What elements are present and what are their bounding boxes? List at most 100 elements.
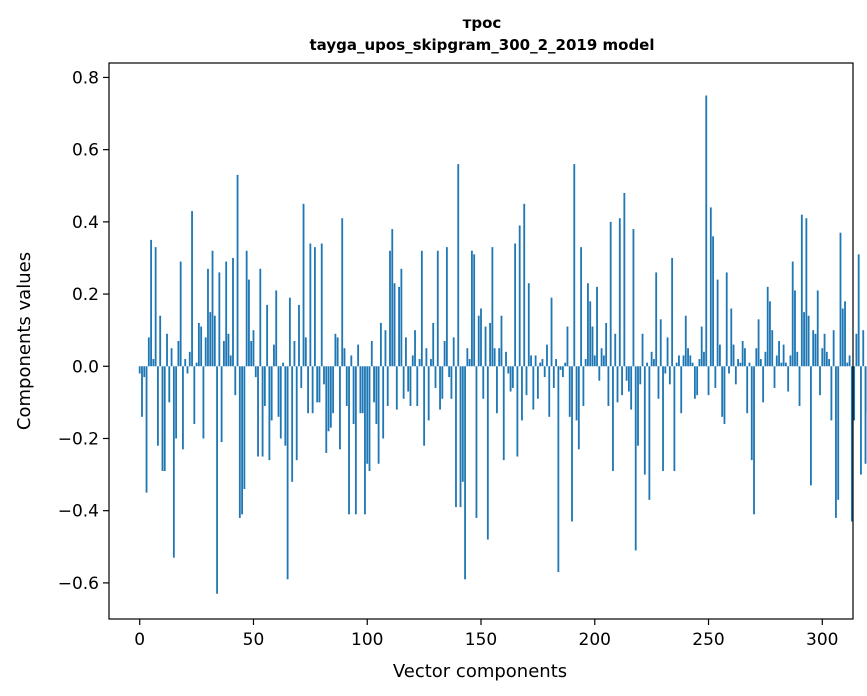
bar xyxy=(855,333,858,367)
bar xyxy=(263,366,266,406)
bar xyxy=(218,272,221,367)
bar xyxy=(220,366,223,443)
bar xyxy=(241,366,244,515)
bar xyxy=(384,330,387,367)
bar xyxy=(832,330,835,367)
bar xyxy=(516,366,519,457)
bar xyxy=(386,366,389,406)
x-tick-label: 300 xyxy=(806,630,838,650)
bar xyxy=(245,250,248,367)
bar xyxy=(138,366,141,374)
bar xyxy=(427,366,430,421)
bar xyxy=(739,362,742,367)
bar xyxy=(243,366,246,490)
bar xyxy=(279,366,282,439)
bar xyxy=(182,366,184,450)
bar xyxy=(639,366,642,385)
bar xyxy=(468,359,471,367)
bar xyxy=(837,366,840,500)
bar xyxy=(844,301,846,367)
bar xyxy=(186,366,189,374)
bar xyxy=(623,192,626,367)
bar xyxy=(637,366,639,446)
bar xyxy=(443,341,446,367)
bar xyxy=(846,362,849,367)
bar xyxy=(759,359,762,367)
bar xyxy=(343,348,346,367)
bar xyxy=(819,366,821,396)
bar xyxy=(398,286,400,367)
bar xyxy=(769,301,771,367)
bar xyxy=(434,366,437,388)
bar xyxy=(507,366,510,374)
bar xyxy=(523,203,526,367)
bar xyxy=(493,348,496,367)
bar xyxy=(459,366,462,508)
bar xyxy=(709,207,712,367)
bar xyxy=(491,247,494,367)
bar xyxy=(473,254,476,367)
bar xyxy=(166,333,168,367)
bar xyxy=(796,351,799,367)
bar xyxy=(525,366,528,396)
bar xyxy=(646,362,648,367)
bar xyxy=(500,315,503,367)
bar xyxy=(448,366,451,378)
bar xyxy=(552,366,555,388)
bar xyxy=(580,247,583,367)
bar xyxy=(261,366,264,457)
bar xyxy=(810,366,812,486)
bar xyxy=(530,355,532,367)
bar xyxy=(409,366,412,406)
bar xyxy=(320,243,323,367)
bar xyxy=(828,359,831,367)
bar xyxy=(668,366,671,385)
bar xyxy=(254,366,257,378)
bar xyxy=(805,218,808,367)
bar xyxy=(773,366,776,388)
bar xyxy=(414,330,416,367)
bar xyxy=(789,355,792,367)
bar xyxy=(548,366,551,417)
y-tick-label: 0.8 xyxy=(72,68,99,88)
bar xyxy=(423,366,426,446)
bar xyxy=(860,366,862,475)
bar xyxy=(248,279,250,367)
bar xyxy=(780,362,783,367)
bar xyxy=(498,348,501,367)
bar xyxy=(707,366,710,396)
bar xyxy=(163,366,166,471)
bar xyxy=(532,366,535,410)
bar xyxy=(457,164,460,367)
bar xyxy=(598,366,601,381)
bar xyxy=(309,243,312,367)
bar xyxy=(612,366,614,471)
bar xyxy=(361,366,364,414)
y-tick-label: 0.4 xyxy=(72,213,99,233)
bar xyxy=(564,362,567,367)
bar xyxy=(511,366,514,388)
bar xyxy=(577,366,580,450)
bar xyxy=(364,366,366,515)
bar xyxy=(197,322,200,367)
bar xyxy=(250,341,253,367)
bar xyxy=(750,366,753,461)
bar xyxy=(803,312,805,367)
bar xyxy=(721,366,724,417)
plot-frame xyxy=(108,62,854,620)
bar xyxy=(145,366,148,493)
bar xyxy=(605,322,608,367)
bar xyxy=(439,366,441,410)
bar xyxy=(339,366,341,450)
bar xyxy=(662,366,664,471)
bar xyxy=(573,164,576,367)
bar xyxy=(368,366,371,471)
bar xyxy=(332,366,335,414)
bar xyxy=(684,315,687,367)
bar xyxy=(445,247,448,367)
bar xyxy=(693,366,696,399)
bar xyxy=(559,366,562,370)
bar xyxy=(723,366,726,425)
bar xyxy=(725,272,728,367)
bar xyxy=(204,337,207,367)
